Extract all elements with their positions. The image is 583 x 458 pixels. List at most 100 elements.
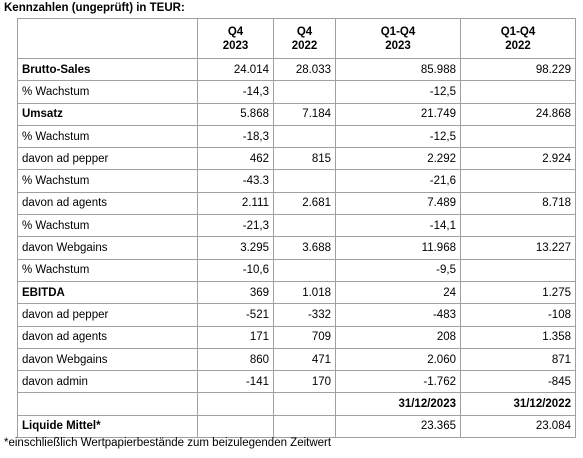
row-label: % Wachstum bbox=[17, 258, 198, 282]
row: davon Webgains 3.295 3.688 11.968 13.227 bbox=[17, 236, 576, 260]
value-cell bbox=[460, 258, 576, 282]
value-cell: 2.924 bbox=[460, 147, 576, 171]
row: EBITDA 369 1.018 24 1.275 bbox=[17, 280, 576, 305]
value-cell bbox=[273, 392, 336, 416]
row-label: davon Webgains bbox=[17, 236, 198, 260]
row: % Wachstum -18,3 -12,5 bbox=[17, 124, 576, 149]
value-cell bbox=[460, 80, 576, 104]
row: davon ad agents 2.111 2.681 7.489 8.718 bbox=[17, 191, 576, 216]
row: davon Webgains 860 471 2.060 871 bbox=[17, 347, 576, 372]
value-cell: -18,3 bbox=[197, 124, 274, 149]
row: % Wachstum -21,3 -14,1 bbox=[17, 214, 576, 238]
header-text: Q1-Q4 bbox=[500, 25, 536, 38]
header-text: Q4 bbox=[227, 25, 244, 38]
row-label: Liquide Mittel* bbox=[17, 414, 198, 439]
value-cell: -1.762 bbox=[335, 370, 461, 394]
value-cell: 24 bbox=[335, 280, 461, 305]
row: % Wachstum -10,6 -9,5 bbox=[17, 258, 576, 282]
header-text: 2023 bbox=[222, 39, 249, 52]
value-cell: 21.749 bbox=[335, 102, 461, 126]
value-cell bbox=[273, 214, 336, 238]
value-cell: 98.229 bbox=[460, 57, 576, 82]
row: Umsatz 5.868 7.184 21.749 24.868 bbox=[17, 102, 576, 126]
row-label: davon ad agents bbox=[17, 191, 198, 216]
row-label: davon Webgains bbox=[17, 347, 198, 372]
header-text: Q4 bbox=[296, 25, 313, 38]
value-cell: 1.358 bbox=[460, 325, 576, 349]
value-cell: -845 bbox=[460, 370, 576, 394]
value-cell bbox=[273, 169, 336, 193]
header-row: Q4 2023 Q4 2022 Q1-Q4 2023 Q1-Q4 2022 bbox=[17, 18, 576, 59]
value-cell bbox=[273, 124, 336, 149]
value-cell: -43.3 bbox=[197, 169, 274, 193]
value-cell: 13.227 bbox=[460, 236, 576, 260]
value-cell: 3.688 bbox=[273, 236, 336, 260]
value-cell: -483 bbox=[335, 303, 461, 327]
value-cell: -21,6 bbox=[335, 169, 461, 193]
row-label: % Wachstum bbox=[17, 80, 198, 104]
row-label: % Wachstum bbox=[17, 169, 198, 193]
value-cell bbox=[273, 258, 336, 282]
value-cell: -12,5 bbox=[335, 124, 461, 149]
value-cell: 369 bbox=[197, 280, 274, 305]
header-cell bbox=[17, 18, 198, 59]
value-cell bbox=[460, 214, 576, 238]
value-cell bbox=[197, 414, 274, 439]
row-label: Brutto-Sales bbox=[17, 57, 198, 82]
row: Brutto-Sales 24.014 28.033 85.988 98.229 bbox=[17, 57, 576, 82]
value-cell: 2.681 bbox=[273, 191, 336, 216]
header-cell: Q4 2023 bbox=[197, 18, 274, 59]
value-cell: 7.184 bbox=[273, 102, 336, 126]
value-cell bbox=[460, 169, 576, 193]
row-label: Umsatz bbox=[17, 102, 198, 126]
value-cell: -9,5 bbox=[335, 258, 461, 282]
row: davon ad pepper -521 -332 -483 -108 bbox=[17, 303, 576, 327]
row-label: davon ad pepper bbox=[17, 147, 198, 171]
value-cell: -10,6 bbox=[197, 258, 274, 282]
value-cell: 11.968 bbox=[335, 236, 461, 260]
header-cell: Q1-Q4 2023 bbox=[335, 18, 461, 59]
value-cell: 8.718 bbox=[460, 191, 576, 216]
value-cell: 815 bbox=[273, 147, 336, 171]
value-cell: 2.292 bbox=[335, 147, 461, 171]
table: Q4 2023 Q4 2022 Q1-Q4 2023 Q1-Q4 2022 Brutto-Sal… bbox=[17, 18, 576, 439]
header-text: Q1-Q4 bbox=[380, 25, 416, 38]
row-label: davon ad agents bbox=[17, 325, 198, 349]
value-cell: 24.014 bbox=[197, 57, 274, 82]
row-label: EBITDA bbox=[17, 280, 198, 305]
value-cell: 23.084 bbox=[460, 414, 576, 439]
footnote: *einschließlich Wertpapierbestände zum b… bbox=[4, 437, 332, 449]
value-cell bbox=[273, 414, 336, 439]
value-cell: 709 bbox=[273, 325, 336, 349]
value-cell: 860 bbox=[197, 347, 274, 372]
value-cell: 2.060 bbox=[335, 347, 461, 372]
header-text: 2023 bbox=[385, 39, 411, 52]
value-cell: 31/12/2022 bbox=[460, 392, 576, 416]
row: % Wachstum -14,3 -12,5 bbox=[17, 80, 576, 104]
value-cell: -332 bbox=[273, 303, 336, 327]
value-cell: 3.295 bbox=[197, 236, 274, 260]
header-cell: Q1-Q4 2022 bbox=[460, 18, 576, 59]
value-cell: 871 bbox=[460, 347, 576, 372]
value-cell: 471 bbox=[273, 347, 336, 372]
value-cell: 28.033 bbox=[273, 57, 336, 82]
value-cell: 170 bbox=[273, 370, 336, 394]
value-cell: 5.868 bbox=[197, 102, 274, 126]
row-label: % Wachstum bbox=[17, 214, 198, 238]
value-cell bbox=[273, 80, 336, 104]
value-cell: 7.489 bbox=[335, 191, 461, 216]
row: davon ad agents 171 709 208 1.358 bbox=[17, 325, 576, 349]
row: davon ad pepper 462 815 2.292 2.924 bbox=[17, 147, 576, 171]
value-cell: -521 bbox=[197, 303, 274, 327]
value-cell: 462 bbox=[197, 147, 274, 171]
value-cell: -108 bbox=[460, 303, 576, 327]
header-text: 2022 bbox=[505, 39, 531, 52]
row: Liquide Mittel* 23.365 23.084 bbox=[17, 414, 576, 439]
value-cell: 171 bbox=[197, 325, 274, 349]
value-cell: 1.018 bbox=[273, 280, 336, 305]
value-cell: -14,1 bbox=[335, 214, 461, 238]
header-cell: Q4 2022 bbox=[273, 18, 336, 59]
value-cell: -12,5 bbox=[335, 80, 461, 104]
row-label bbox=[17, 392, 198, 416]
